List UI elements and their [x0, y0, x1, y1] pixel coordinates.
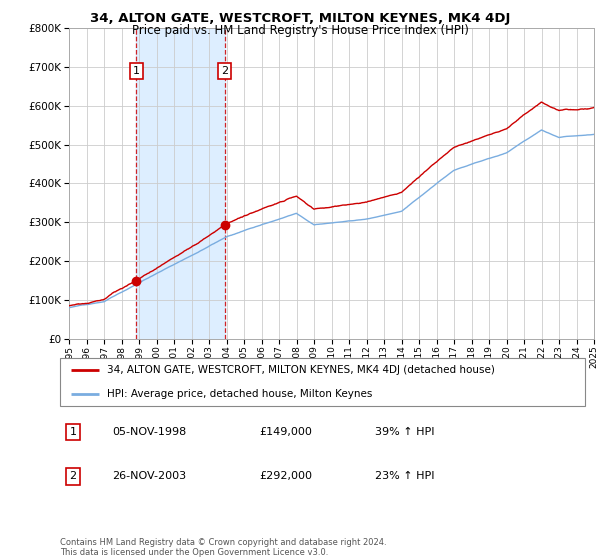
Text: £149,000: £149,000 — [260, 427, 313, 437]
Text: 23% ↑ HPI: 23% ↑ HPI — [375, 472, 434, 481]
Text: 2: 2 — [221, 66, 229, 76]
Text: 1: 1 — [133, 66, 140, 76]
Text: 34, ALTON GATE, WESTCROFT, MILTON KEYNES, MK4 4DJ: 34, ALTON GATE, WESTCROFT, MILTON KEYNES… — [90, 12, 510, 25]
Text: 05-NOV-1998: 05-NOV-1998 — [113, 427, 187, 437]
Text: 1: 1 — [70, 427, 77, 437]
Text: Price paid vs. HM Land Registry's House Price Index (HPI): Price paid vs. HM Land Registry's House … — [131, 24, 469, 37]
Text: 39% ↑ HPI: 39% ↑ HPI — [375, 427, 434, 437]
Text: HPI: Average price, detached house, Milton Keynes: HPI: Average price, detached house, Milt… — [107, 389, 373, 399]
Bar — [136, 28, 225, 339]
Text: 26-NOV-2003: 26-NOV-2003 — [113, 472, 187, 481]
Text: Contains HM Land Registry data © Crown copyright and database right 2024.
This d: Contains HM Land Registry data © Crown c… — [60, 538, 386, 557]
Text: £292,000: £292,000 — [260, 472, 313, 481]
Text: 34, ALTON GATE, WESTCROFT, MILTON KEYNES, MK4 4DJ (detached house): 34, ALTON GATE, WESTCROFT, MILTON KEYNES… — [107, 365, 495, 375]
Text: 2: 2 — [70, 472, 77, 481]
